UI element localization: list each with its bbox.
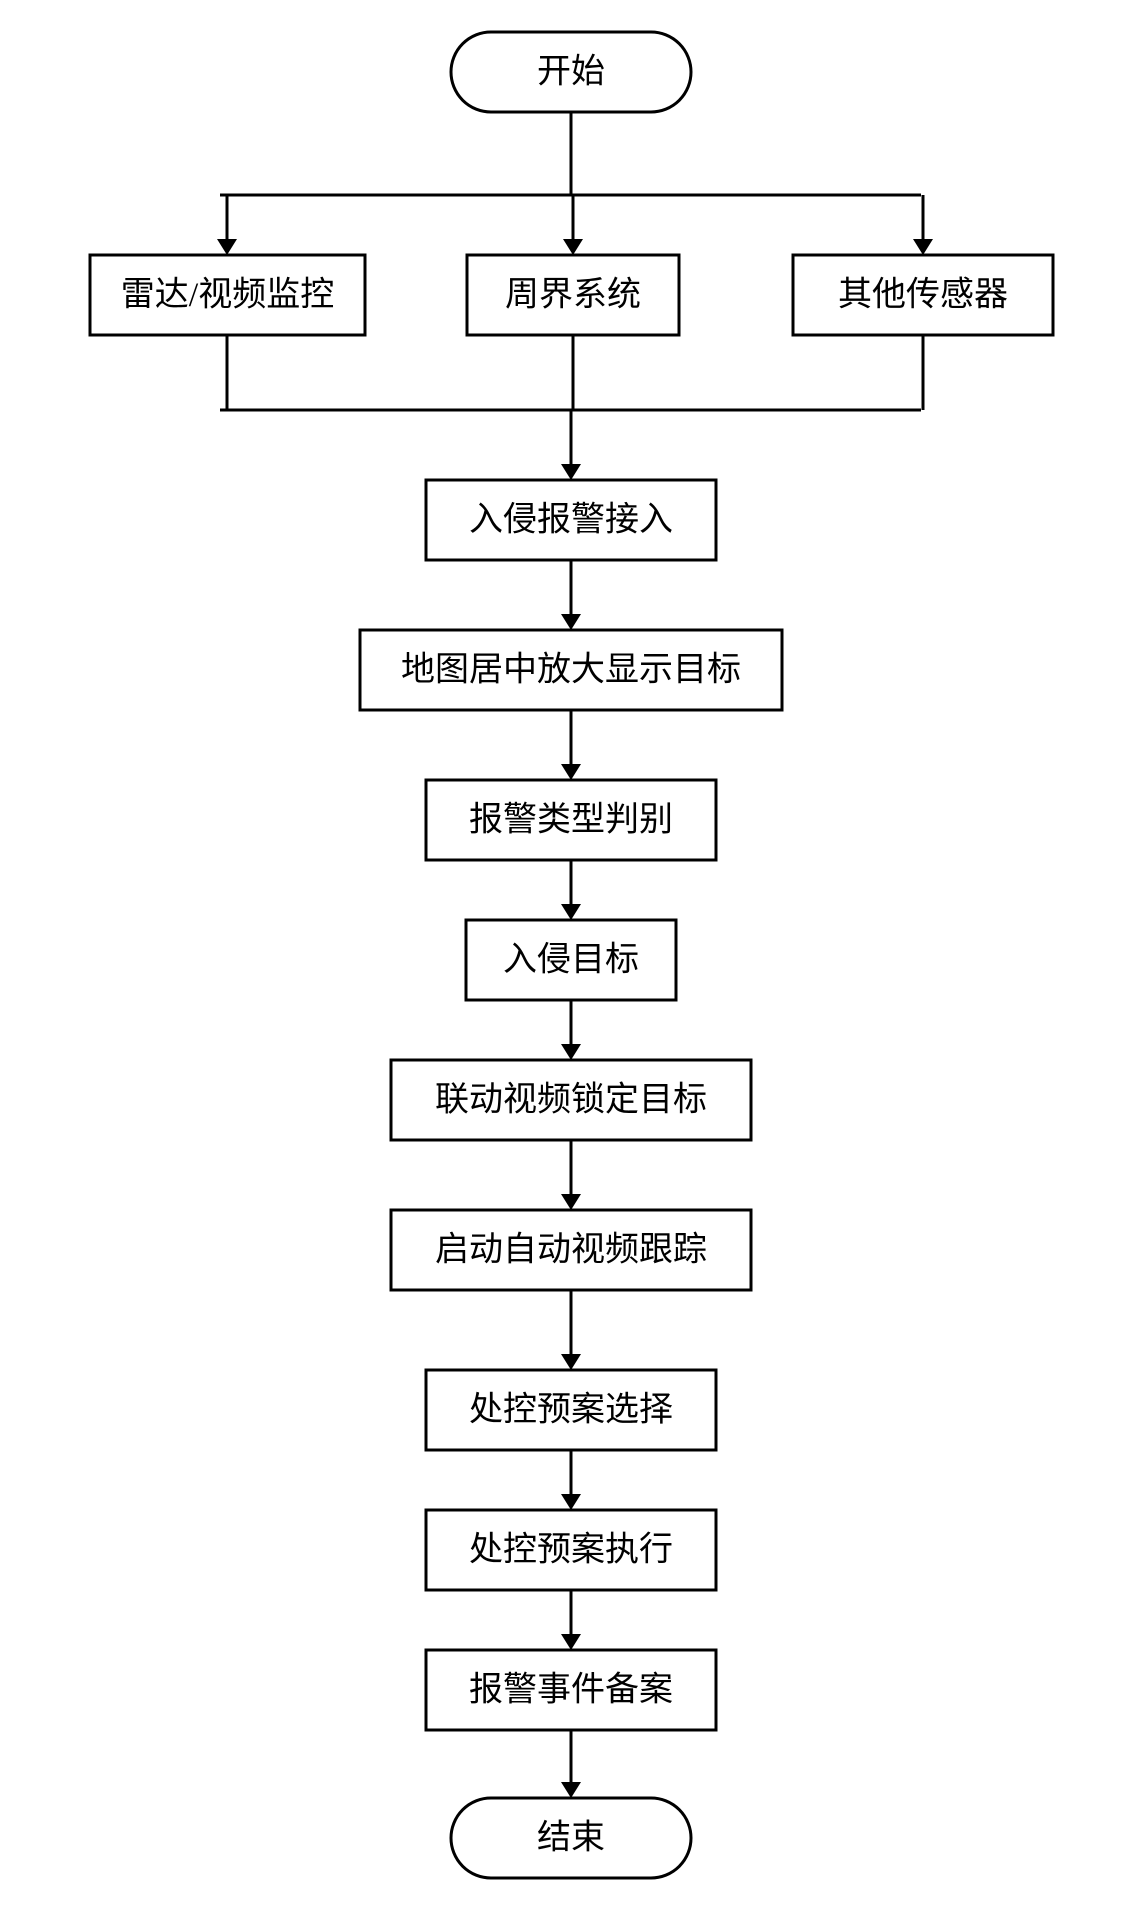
end-label: 结束 xyxy=(537,1819,605,1857)
alarm_in-label: 入侵报警接入 xyxy=(469,501,673,539)
arrowhead xyxy=(561,1354,581,1370)
record-label: 报警事件备案 xyxy=(469,1671,673,1709)
plan_select-label: 处控预案选择 xyxy=(469,1391,673,1429)
arrowhead xyxy=(561,1782,581,1798)
target-label: 入侵目标 xyxy=(503,941,639,979)
arrowhead xyxy=(561,1044,581,1060)
branch-sensors-label: 其他传感器 xyxy=(838,276,1008,314)
arrowhead xyxy=(217,239,237,255)
arrowhead xyxy=(561,764,581,780)
alarm_type-label: 报警类型判别 xyxy=(469,801,673,839)
start-label: 开始 xyxy=(537,53,605,91)
map_zoom-label: 地图居中放大显示目标 xyxy=(401,651,741,689)
arrowhead xyxy=(913,239,933,255)
arrowhead xyxy=(561,1494,581,1510)
arrowhead xyxy=(561,904,581,920)
plan_exec-label: 处控预案执行 xyxy=(469,1531,673,1569)
arrowhead xyxy=(561,1194,581,1210)
auto_track-label: 启动自动视频跟踪 xyxy=(435,1231,707,1269)
arrowhead xyxy=(563,239,583,255)
flowchart-canvas: 开始雷达/视频监控 周界系统 其他传感器入侵报警接入地图居中放大显示目标报警类型判别… xyxy=(0,0,1142,1911)
branch-perimeter-label: 周界系统 xyxy=(505,276,641,314)
branch-radar-label: 雷达/视频监控 xyxy=(121,276,334,314)
arrowhead xyxy=(561,614,581,630)
link_video-label: 联动视频锁定目标 xyxy=(435,1081,707,1119)
arrowhead xyxy=(561,1634,581,1650)
arrowhead xyxy=(561,464,581,480)
